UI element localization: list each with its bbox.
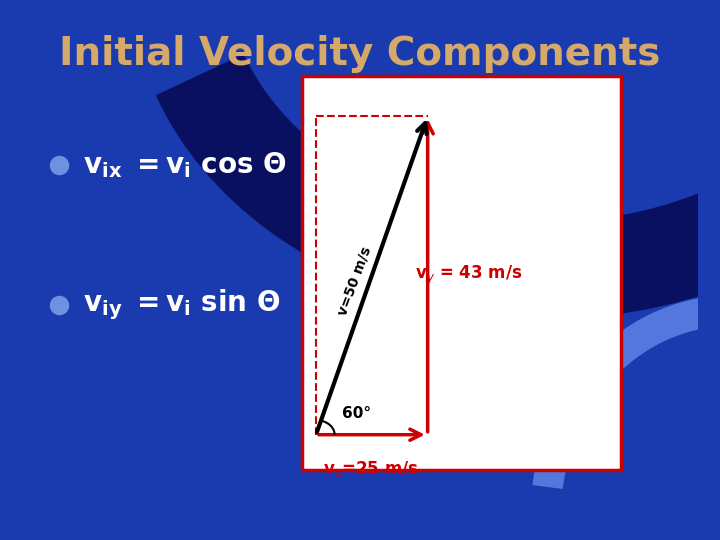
Text: v$_y$ = 43 m/s: v$_y$ = 43 m/s bbox=[415, 264, 522, 287]
Text: v$_x$=25 m/s: v$_x$=25 m/s bbox=[323, 459, 418, 479]
Text: Initial Velocity Components: Initial Velocity Components bbox=[59, 35, 661, 73]
Text: $\mathbf{v_{ix}}$ $\mathbf{= v_i}$ cos $\mathbf{\Theta}$: $\mathbf{v_{ix}}$ $\mathbf{= v_i}$ cos $… bbox=[83, 150, 286, 180]
Text: $\mathbf{v_{iy}}$ $\mathbf{= v_i}$ sin $\mathbf{\Theta}$: $\mathbf{v_{iy}}$ $\mathbf{= v_i}$ sin $… bbox=[83, 288, 280, 322]
Bar bbox=[302, 76, 621, 470]
Text: 60°: 60° bbox=[342, 406, 371, 421]
Text: v=50 m/s: v=50 m/s bbox=[336, 244, 374, 318]
